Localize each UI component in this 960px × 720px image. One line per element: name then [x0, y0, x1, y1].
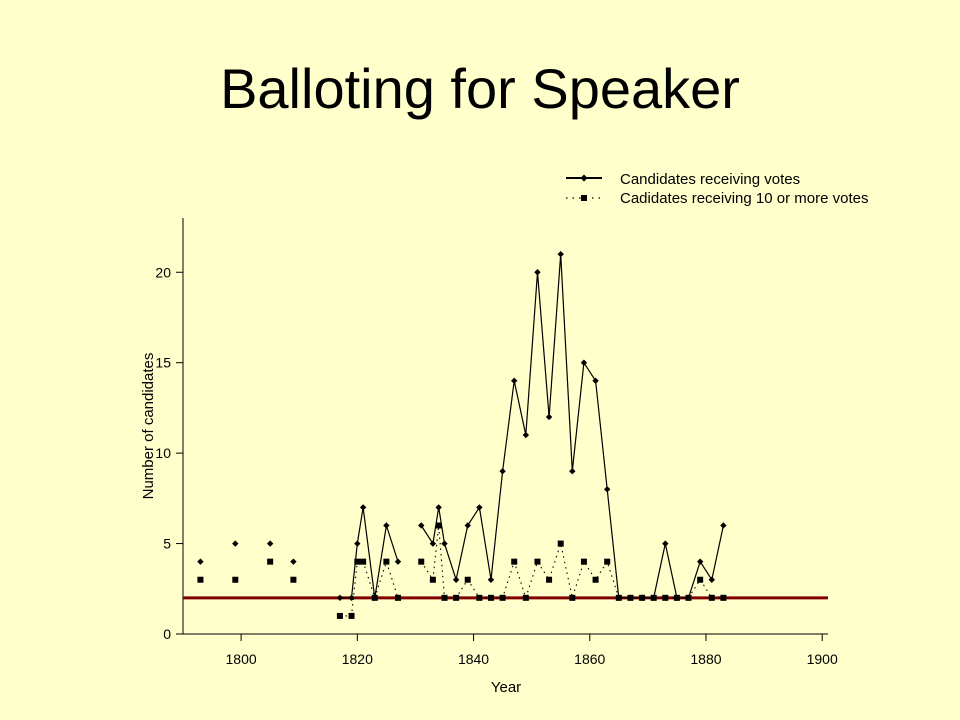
y-axis-label: Number of candidates	[140, 353, 157, 500]
series-ten-plus-point	[429, 576, 436, 583]
series-ten-plus-point	[360, 558, 367, 565]
series-ten-plus-point	[534, 558, 541, 565]
y-tick-label: 10	[155, 445, 171, 461]
series-all-point	[580, 359, 588, 366]
legend-marker-diamond	[580, 174, 588, 182]
series-all-point	[592, 377, 599, 384]
plot-area: 0 5 10 15 20 1800 1820 1840 1860 1880 1900	[155, 218, 838, 667]
series-all-point	[435, 504, 442, 511]
series-ten-plus-point	[639, 594, 646, 601]
series-all-point	[476, 504, 483, 511]
series-all-point	[464, 522, 471, 529]
series-all-point	[696, 558, 704, 565]
legend-marker-square	[581, 195, 587, 201]
series-ten-plus-line	[420, 525, 724, 600]
x-tick-label: 1800	[226, 651, 257, 667]
series-all-point	[499, 468, 506, 475]
series-ten-plus-point	[499, 594, 506, 601]
series-all-point	[603, 486, 611, 493]
y-tick-label: 5	[163, 536, 171, 552]
series-ten-plus-point	[673, 594, 680, 601]
series-ten-plus-point	[627, 594, 634, 601]
series-ten-plus-point	[354, 558, 361, 565]
series-ten-plus-point	[197, 576, 204, 583]
series-ten-plus-point	[604, 558, 611, 565]
series-all-point	[383, 522, 390, 529]
series-all-point	[354, 540, 361, 547]
series-all-point	[708, 576, 715, 583]
series-ten-plus-line	[339, 559, 399, 617]
series-ten-plus-point	[487, 594, 494, 601]
series-ten-plus-point	[336, 612, 343, 619]
series-all-point	[394, 558, 402, 565]
series-all-point	[534, 269, 541, 276]
series-ten-plus-point	[546, 576, 553, 583]
series-ten-plus-point	[267, 558, 274, 565]
x-tick-label: 1820	[342, 651, 373, 667]
series-all-point	[429, 540, 437, 547]
series-ten-plus-point	[371, 594, 378, 601]
x-tick-label: 1880	[690, 651, 721, 667]
series-ten-plus-point	[522, 594, 529, 601]
series-ten-plus-point	[662, 594, 669, 601]
series-all-point	[336, 594, 344, 602]
x-axis-label: Year	[491, 679, 521, 696]
series-ten-plus-point	[435, 522, 442, 529]
series-all-point	[266, 540, 274, 547]
y-tick-label: 0	[163, 626, 171, 642]
series-all-point	[720, 522, 727, 529]
series-all-point	[441, 540, 448, 547]
series-all-line	[339, 507, 399, 599]
x-tick-label: 1840	[458, 651, 489, 667]
series-ten-plus-point	[708, 594, 715, 601]
series-ten-plus-point	[464, 576, 471, 583]
series-all-point	[557, 250, 564, 258]
series-all-point	[418, 522, 425, 529]
series-ten-plus-point	[720, 594, 727, 601]
series-all-point	[452, 576, 460, 583]
series-ten-plus-point	[569, 594, 576, 601]
y-tick-label: 20	[155, 264, 171, 280]
series-ten-plus-point	[511, 558, 518, 565]
slide-title: Balloting for Speaker	[220, 57, 740, 120]
legend-label-all: Candidates receiving votes	[620, 171, 800, 188]
series-all-point	[522, 431, 530, 439]
series-all-point	[359, 504, 367, 511]
series-all-point	[197, 558, 204, 565]
series-ten-plus-point	[418, 558, 425, 565]
y-tick-label: 15	[155, 355, 171, 371]
series-all-point	[569, 468, 576, 475]
series-ten-plus-point	[615, 594, 622, 601]
legend: Candidates receiving votes Cadidates rec…	[566, 171, 868, 207]
series-all-line	[420, 254, 724, 599]
series-ten-plus-point	[348, 612, 355, 619]
x-tick-label: 1860	[574, 651, 605, 667]
series-ten-plus-point	[395, 594, 401, 601]
series-ten-plus-point	[476, 594, 483, 601]
series-ten-plus-point	[650, 594, 657, 601]
x-tick-label: 1900	[807, 651, 838, 667]
series-ten-plus-point	[580, 558, 587, 565]
series-all-point	[232, 540, 239, 547]
series-ten-plus-point	[697, 576, 704, 583]
series-all-point	[290, 558, 297, 565]
series-ten-plus-point	[290, 576, 297, 583]
series-ten-plus-point	[592, 576, 599, 583]
series-ten-plus-point	[232, 576, 239, 583]
series-ten-plus-point	[453, 594, 460, 601]
series-all-point	[511, 377, 518, 384]
series-all-point	[545, 413, 553, 421]
series-ten-plus-point	[383, 558, 390, 565]
series-all-point	[487, 576, 495, 583]
series-all-point	[348, 594, 355, 602]
series-ten-plus-point	[441, 594, 448, 601]
series-ten-plus-point	[685, 594, 692, 601]
series-ten-plus-point	[557, 540, 564, 547]
series-all-point	[662, 540, 669, 547]
legend-label-ten-plus: Cadidates receiving 10 or more votes	[620, 190, 868, 207]
